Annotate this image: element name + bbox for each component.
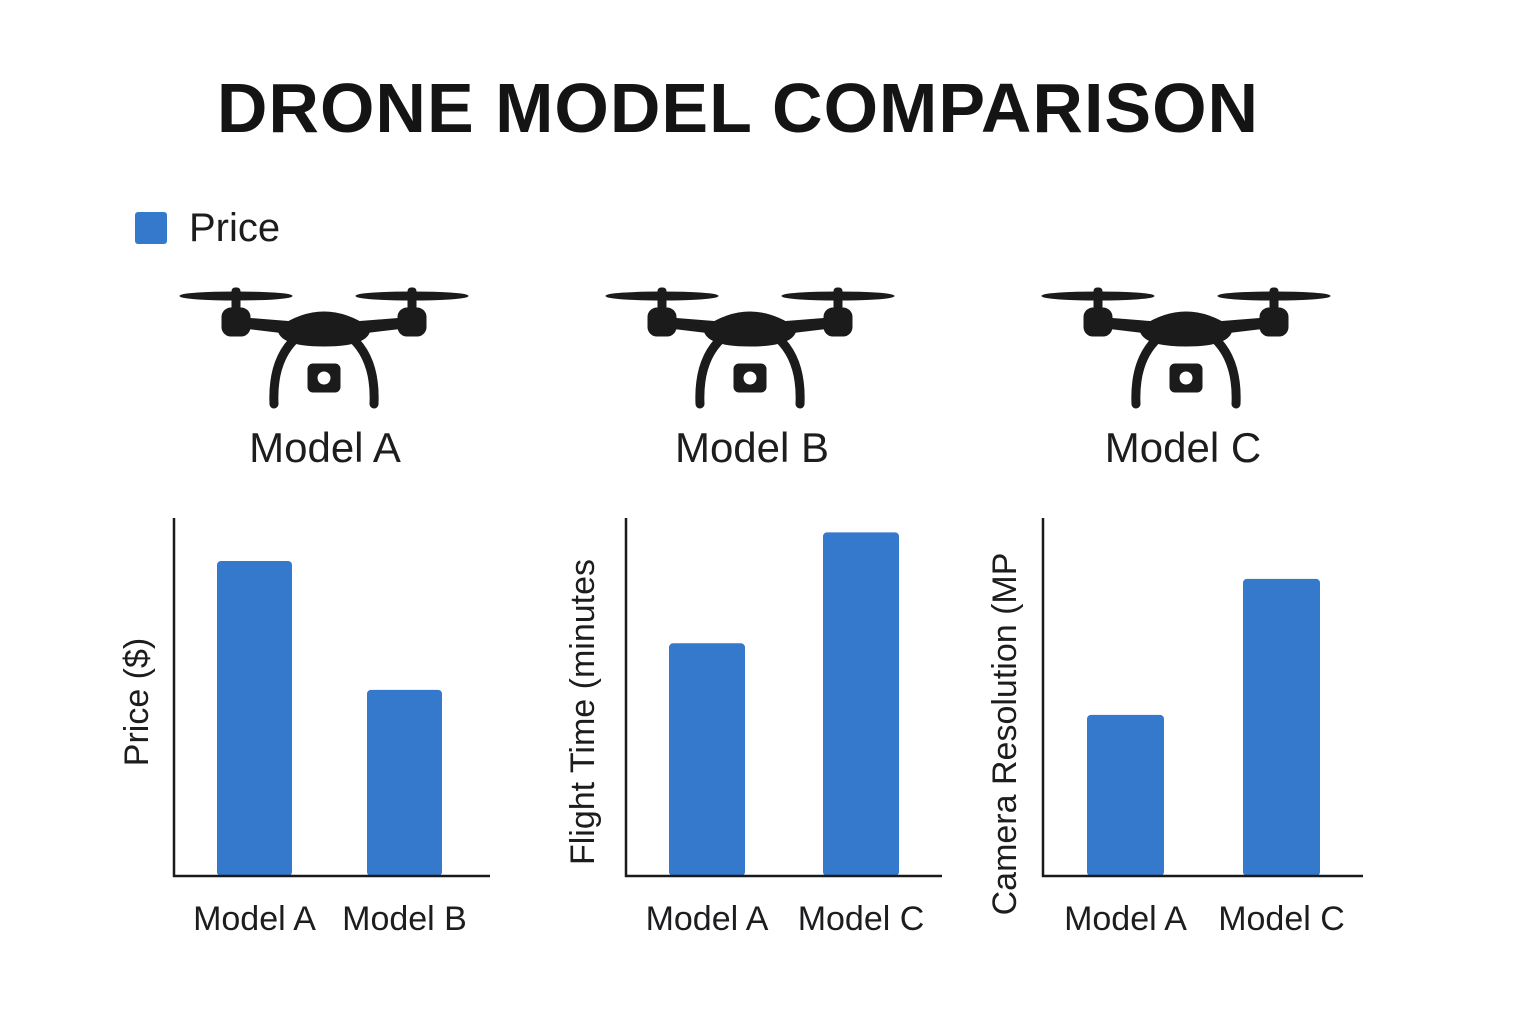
bar-model-c bbox=[823, 532, 899, 876]
legend-swatch bbox=[135, 212, 167, 244]
legend: Price bbox=[135, 205, 280, 251]
bar-chart-2: Model A Model C Flight Time (minutes bbox=[564, 518, 942, 938]
bar-model-c bbox=[1243, 578, 1320, 876]
y-axis-label: Camera Resolution (MP bbox=[986, 553, 1024, 916]
bar-model-a bbox=[217, 560, 292, 876]
model-name-a: Model A bbox=[249, 424, 401, 471]
bar-chart-1: Model A Model B Price ($) bbox=[118, 518, 490, 938]
legend-label: Price bbox=[189, 205, 281, 250]
bar-model-a bbox=[1087, 714, 1164, 876]
y-axis-label: Price ($) bbox=[118, 638, 156, 766]
y-axis-label: Flight Time (minutes bbox=[564, 559, 602, 865]
x-tick-label: Model A bbox=[1064, 900, 1187, 938]
bar-chart-3: Model A Model C Camera Resolution (MP bbox=[986, 518, 1363, 938]
x-tick-label: Model A bbox=[193, 900, 316, 938]
x-tick-label: Model C bbox=[798, 900, 925, 938]
bar-model-a bbox=[669, 643, 745, 876]
x-tick-label: Model C bbox=[1218, 900, 1345, 938]
x-tick-label: Model A bbox=[646, 900, 769, 938]
x-tick-label: Model B bbox=[342, 900, 467, 938]
model-name-c: Model C bbox=[1104, 424, 1262, 471]
page-title: DRONE MODEL COMPARISON bbox=[216, 69, 1260, 147]
bar-model-b bbox=[367, 689, 442, 876]
model-name-b: Model B bbox=[674, 424, 830, 471]
